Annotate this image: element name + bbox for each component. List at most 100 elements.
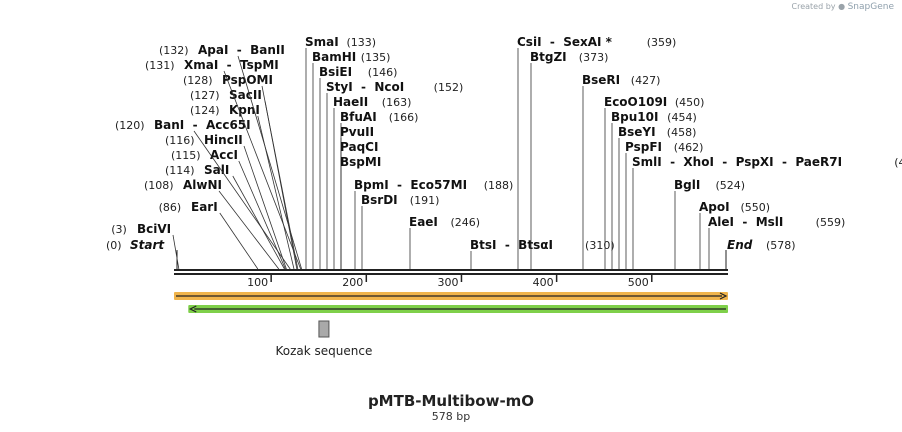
site-position: (462) bbox=[674, 141, 704, 154]
restriction-site: (135) BamHI bbox=[312, 50, 390, 269]
restriction-site: (114) SalI bbox=[165, 163, 285, 270]
restriction-site: (120) BanI - Acc65I bbox=[115, 118, 291, 270]
restriction-site: BspMI bbox=[340, 155, 381, 269]
ruler: 100 200 300 400 500 bbox=[247, 275, 653, 289]
site-position: (124) bbox=[190, 104, 220, 117]
site-position: (131) bbox=[145, 59, 175, 72]
site-position: (163) bbox=[382, 96, 412, 109]
restriction-site: (146) BsiEI bbox=[319, 65, 397, 269]
site-leader-line bbox=[172, 234, 180, 270]
site-position: (524) bbox=[715, 179, 745, 192]
restriction-site: (373) BtgZI bbox=[530, 50, 608, 269]
site-label: BseYI bbox=[618, 125, 656, 139]
restriction-site: (86) EarI bbox=[159, 200, 259, 270]
site-leader-line bbox=[261, 85, 299, 270]
end-position: (578) bbox=[766, 239, 796, 252]
site-label: BciVI bbox=[137, 222, 171, 236]
site-label: PspOMI bbox=[222, 73, 273, 87]
site-label: StyI - NcoI bbox=[326, 80, 404, 94]
site-label: PaqCI bbox=[340, 140, 378, 154]
site-position: (132) bbox=[159, 44, 189, 57]
arrow-right-icon bbox=[719, 292, 728, 300]
site-position: (559) bbox=[816, 216, 846, 229]
site-position: (116) bbox=[165, 134, 195, 147]
site-leader-line bbox=[237, 55, 302, 270]
restriction-site: (450) EcoO109I bbox=[604, 95, 704, 269]
site-position: (135) bbox=[361, 51, 391, 64]
site-label: EarI bbox=[191, 200, 218, 214]
site-position: (359) bbox=[647, 36, 677, 49]
site-label: SmaI bbox=[305, 35, 339, 49]
backbone bbox=[174, 269, 728, 275]
ruler-tick-label: 200 bbox=[342, 276, 363, 289]
map-start: (0) Start bbox=[106, 238, 178, 269]
restriction-site: (3) BciVI bbox=[111, 222, 180, 270]
site-position: (450) bbox=[675, 96, 705, 109]
site-position: (472) bbox=[894, 156, 902, 169]
site-position: (458) bbox=[667, 126, 697, 139]
site-label: BsrDI bbox=[361, 193, 398, 207]
site-label: SacII bbox=[229, 88, 262, 102]
restriction-site: (116) HincII bbox=[165, 133, 287, 270]
site-leader-line bbox=[232, 175, 285, 270]
restriction-site: (550) ApoI bbox=[699, 200, 770, 269]
site-label: BspMI bbox=[340, 155, 381, 169]
backbone-bottom-strand bbox=[174, 273, 728, 275]
restriction-site: (152) StyI - NcoI bbox=[326, 80, 463, 269]
site-position: (166) bbox=[389, 111, 419, 124]
restriction-site: (310) BtsI - BtsαI bbox=[470, 238, 615, 269]
site-position: (127) bbox=[190, 89, 220, 102]
site-position: (133) bbox=[346, 36, 376, 49]
site-leader-line bbox=[193, 130, 291, 270]
site-label: BamHI bbox=[312, 50, 356, 64]
site-label: AleI - MslI bbox=[708, 215, 783, 229]
restriction-site: (427) BseRI bbox=[582, 73, 660, 269]
site-position: (310) bbox=[585, 239, 615, 252]
start-label: Start bbox=[130, 238, 165, 252]
site-leader-line bbox=[219, 212, 259, 270]
restriction-site: (131) XmaI - TspMI bbox=[145, 58, 302, 270]
site-label: KpnI bbox=[229, 103, 260, 117]
site-label: HaeII bbox=[333, 95, 368, 109]
site-label: EaeI bbox=[409, 215, 438, 229]
ruler-tick-label: 500 bbox=[628, 276, 649, 289]
kozak-feature: Kozak sequence bbox=[275, 320, 372, 358]
site-position: (188) bbox=[484, 179, 514, 192]
restriction-site: (133) SmaI bbox=[305, 35, 376, 269]
ruler-tick-label: 100 bbox=[247, 276, 268, 289]
restriction-site: (163) HaeII bbox=[333, 95, 411, 269]
watermark-prefix: Created by bbox=[791, 2, 836, 11]
site-leader-line bbox=[223, 70, 302, 270]
restriction-site: (128) PspOMI bbox=[183, 73, 299, 270]
forward-feature bbox=[174, 292, 728, 300]
restriction-site: (458) BseYI bbox=[618, 125, 696, 269]
backbone-top-strand bbox=[174, 269, 728, 271]
site-position: (86) bbox=[159, 201, 182, 214]
start-position: (0) bbox=[106, 239, 122, 252]
site-label: ApaI - BanII bbox=[198, 43, 285, 57]
site-label: ApoI bbox=[699, 200, 730, 214]
restriction-site: (108) AlwNI bbox=[144, 178, 280, 270]
site-label: PvuII bbox=[340, 125, 374, 139]
restriction-site: (359) CsiI - SexAI * bbox=[517, 35, 676, 269]
site-position: (191) bbox=[410, 194, 440, 207]
site-label: XmaI - TspMI bbox=[184, 58, 279, 72]
restriction-site: (524) BglI bbox=[674, 178, 745, 269]
restriction-site: (454) Bpu10I bbox=[611, 110, 697, 269]
site-position: (246) bbox=[450, 216, 480, 229]
restriction-site: (191) BsrDI bbox=[361, 193, 439, 269]
map-length: 578 bp bbox=[431, 410, 471, 423]
restriction-site: (462) PspFI bbox=[625, 140, 703, 269]
site-label: BanI - Acc65I bbox=[154, 118, 251, 132]
site-label: AccI bbox=[210, 148, 238, 162]
features: Kozak sequence bbox=[174, 292, 728, 358]
ruler-tick-label: 400 bbox=[533, 276, 554, 289]
site-position: (454) bbox=[667, 111, 697, 124]
site-label: AlwNI bbox=[183, 178, 222, 192]
watermark-brand: SnapGene bbox=[847, 2, 894, 12]
site-label: HincII bbox=[204, 133, 243, 147]
site-label: SalI bbox=[204, 163, 229, 177]
site-position: (114) bbox=[165, 164, 195, 177]
site-position: (115) bbox=[171, 149, 201, 162]
restriction-site: (559) AleI - MslI bbox=[708, 215, 845, 269]
